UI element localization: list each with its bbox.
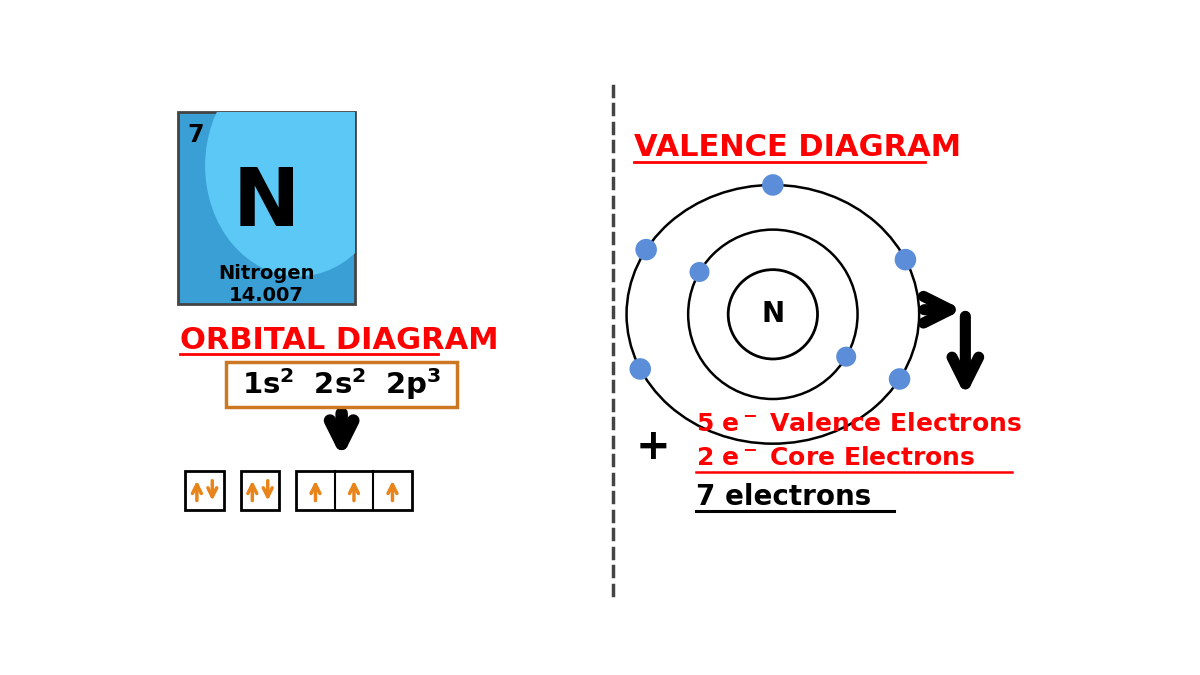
Circle shape: [836, 347, 857, 367]
Circle shape: [635, 239, 656, 261]
Ellipse shape: [205, 55, 391, 276]
Bar: [296, 471, 412, 510]
Text: Nitrogen: Nitrogen: [218, 264, 314, 283]
Text: $\mathbf{1s^2\ \ 2s^2\ \ 2p^3}$: $\mathbf{1s^2\ \ 2s^2\ \ 2p^3}$: [242, 367, 442, 402]
Bar: [241, 471, 280, 510]
FancyBboxPatch shape: [226, 362, 457, 407]
Text: 7: 7: [187, 124, 204, 147]
Text: VALENCE DIAGRAM: VALENCE DIAGRAM: [635, 134, 961, 163]
Text: ORBITAL DIAGRAM: ORBITAL DIAGRAM: [180, 326, 498, 355]
Circle shape: [895, 249, 917, 271]
Text: N: N: [761, 300, 785, 328]
Bar: [185, 471, 224, 510]
FancyBboxPatch shape: [178, 112, 355, 304]
Circle shape: [630, 358, 652, 380]
Text: 7 electrons: 7 electrons: [696, 483, 871, 511]
Circle shape: [762, 174, 784, 196]
Text: N: N: [233, 165, 300, 243]
Circle shape: [889, 368, 911, 389]
Text: +: +: [636, 426, 671, 468]
Text: 14.007: 14.007: [229, 286, 304, 304]
Circle shape: [728, 269, 817, 359]
Text: $\mathbf{5\ e^-}$ Valence Electrons: $\mathbf{5\ e^-}$ Valence Electrons: [696, 412, 1021, 435]
Text: $\mathbf{2\ e^-}$ Core Electrons: $\mathbf{2\ e^-}$ Core Electrons: [696, 446, 976, 470]
Circle shape: [690, 262, 709, 282]
